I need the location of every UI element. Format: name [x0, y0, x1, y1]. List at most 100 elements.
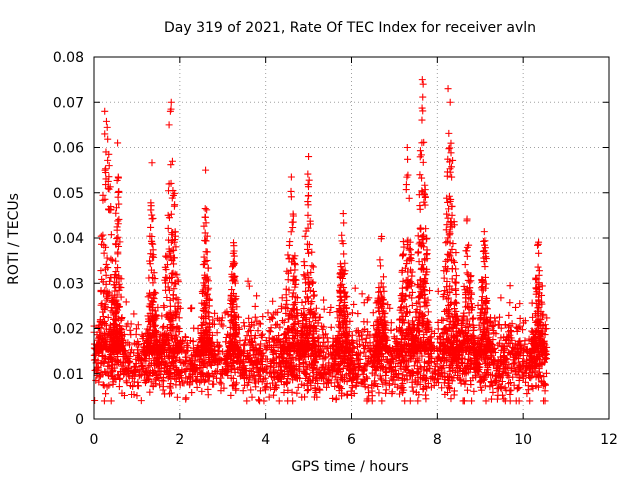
data-point	[126, 382, 134, 390]
data-point	[495, 372, 503, 380]
data-point	[126, 341, 134, 349]
data-point	[415, 368, 423, 376]
data-point	[166, 247, 174, 255]
data-point	[244, 328, 252, 336]
data-point	[240, 340, 248, 348]
data-point	[229, 345, 237, 353]
data-point	[197, 330, 205, 338]
x-tick-label: 12	[600, 432, 618, 448]
data-point	[344, 340, 352, 348]
data-point	[445, 354, 453, 362]
data-point	[356, 355, 364, 363]
data-point	[182, 394, 190, 402]
data-point	[334, 362, 342, 370]
data-point	[493, 385, 501, 393]
data-point	[130, 339, 138, 347]
data-point	[149, 298, 157, 306]
data-point	[376, 256, 384, 264]
data-point	[270, 391, 278, 399]
data-point	[260, 375, 268, 383]
data-point	[102, 280, 110, 288]
data-point	[381, 317, 389, 325]
data-point	[201, 281, 209, 289]
data-point	[407, 370, 415, 378]
data-point	[100, 397, 108, 405]
data-point	[251, 332, 259, 340]
data-point	[200, 300, 208, 308]
data-point	[403, 173, 411, 181]
data-point	[319, 355, 327, 363]
data-point	[447, 300, 455, 308]
data-point	[421, 287, 429, 295]
data-point	[221, 309, 229, 317]
data-point	[220, 384, 228, 392]
data-point	[100, 330, 108, 338]
data-point	[113, 360, 121, 368]
data-point	[505, 339, 513, 347]
data-point	[513, 352, 521, 360]
data-point	[354, 310, 362, 318]
data-point	[113, 326, 121, 334]
data-point	[155, 367, 163, 375]
data-point	[109, 375, 117, 383]
data-point	[370, 377, 378, 385]
data-point	[505, 380, 513, 388]
data-point	[177, 340, 185, 348]
data-point	[501, 321, 509, 329]
data-point	[500, 348, 508, 356]
data-point	[492, 365, 500, 373]
data-point	[306, 217, 314, 225]
data-point	[147, 202, 155, 210]
data-point	[336, 281, 344, 289]
data-point	[307, 268, 315, 276]
data-point	[276, 375, 284, 383]
data-point	[543, 314, 551, 322]
data-point	[261, 374, 269, 382]
data-point	[370, 350, 378, 358]
data-point	[364, 357, 372, 365]
data-point	[377, 300, 385, 308]
data-point	[298, 298, 306, 306]
data-point	[446, 144, 454, 152]
data-point	[199, 345, 207, 353]
data-point	[103, 383, 111, 391]
data-point	[118, 315, 126, 323]
data-point	[164, 283, 172, 291]
data-point	[460, 397, 468, 405]
data-point	[418, 352, 426, 360]
data-point	[232, 386, 240, 394]
data-point	[259, 313, 267, 321]
data-point	[368, 381, 376, 389]
data-point	[316, 386, 324, 394]
data-point	[201, 275, 209, 283]
data-point	[463, 347, 471, 355]
data-point	[483, 324, 491, 332]
data-point	[464, 276, 472, 284]
data-point	[172, 381, 180, 389]
data-point	[496, 353, 504, 361]
data-point	[452, 307, 460, 315]
data-point	[444, 288, 452, 296]
data-point	[401, 397, 409, 405]
data-point	[200, 253, 208, 261]
data-point	[478, 286, 486, 294]
data-point	[515, 397, 523, 405]
data-point	[138, 331, 146, 339]
data-point	[457, 379, 465, 387]
data-point	[201, 205, 209, 213]
data-point	[271, 337, 279, 345]
data-point	[202, 328, 210, 336]
data-point	[255, 367, 263, 375]
data-point	[308, 279, 316, 287]
data-point	[103, 296, 111, 304]
data-point	[305, 297, 313, 305]
data-point	[166, 321, 174, 329]
data-point	[122, 298, 130, 306]
data-point	[434, 318, 442, 326]
data-point	[309, 355, 317, 363]
data-point	[456, 344, 464, 352]
data-point	[261, 384, 269, 392]
data-point	[205, 296, 213, 304]
data-point	[419, 158, 427, 166]
data-point	[219, 322, 227, 330]
